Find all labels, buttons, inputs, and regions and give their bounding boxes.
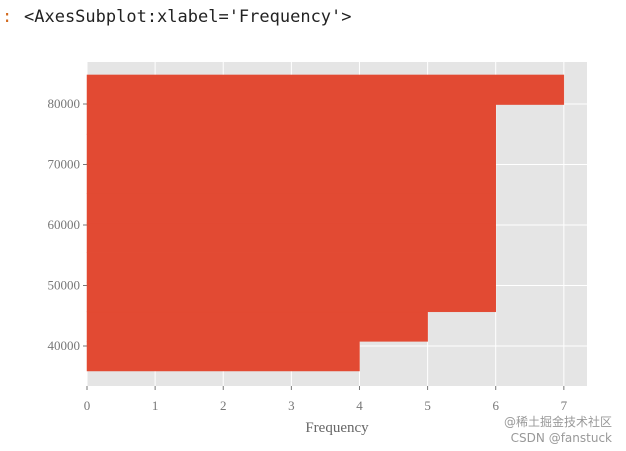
bar [86,252,496,283]
bar [86,163,496,194]
x-tick-label: 6 [492,398,499,413]
y-tick-label: 40000 [48,338,81,353]
x-tick-label: 2 [220,398,227,413]
output-text: <AxesSubplot:xlabel='Frequency'> [24,7,352,27]
x-tick-label: 4 [356,398,363,413]
bar [86,104,496,135]
x-tick-label: 0 [84,398,91,413]
bar [86,222,496,253]
x-tick-label: 5 [424,398,431,413]
watermark: CSDN @fanstuck [511,431,612,445]
x-tick-label: 7 [561,398,568,413]
y-tick-label: 70000 [48,156,81,171]
y-tick-label: 60000 [48,217,81,232]
x-tick-label: 3 [288,398,295,413]
watermark: @稀土掘金技术社区 [504,414,612,429]
bar [86,74,565,105]
bar [86,133,496,165]
bar [86,311,428,342]
y-tick-label: 50000 [48,278,81,293]
bar [86,193,496,224]
prompt: : [2,7,12,27]
x-axis-label: Frequency [305,420,369,436]
y-tick-label: 80000 [48,96,81,111]
x-tick-label: 1 [152,398,159,413]
bar [86,341,360,372]
bar [86,281,496,313]
